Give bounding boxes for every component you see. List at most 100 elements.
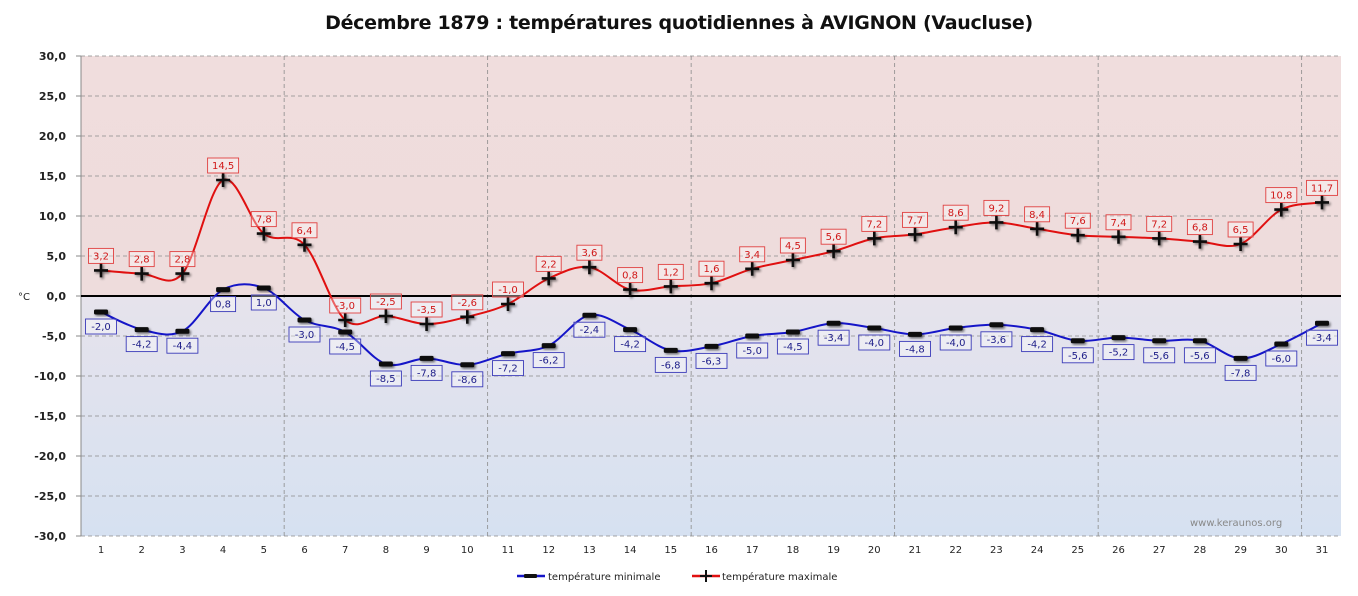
marker-min <box>378 361 393 367</box>
data-label-text: -3,6 <box>987 335 1007 346</box>
data-label-text: -3,4 <box>824 333 844 344</box>
data-label-text: 6,4 <box>297 226 313 237</box>
marker-max <box>1111 229 1126 244</box>
marker-min <box>623 327 638 333</box>
chart-title: Décembre 1879 : températures quotidienne… <box>325 12 1033 34</box>
x-tick-label: 3 <box>179 545 185 556</box>
axes <box>76 55 1341 537</box>
data-label-text: -2,4 <box>580 325 600 336</box>
data-label-text: -4,8 <box>905 344 925 355</box>
data-label-min: -4,8 <box>899 340 931 357</box>
marker-max <box>94 263 108 278</box>
data-label-text: -5,6 <box>1149 351 1169 362</box>
legend-marker-dash-icon <box>524 574 537 578</box>
data-label-min: -4,5 <box>329 338 362 355</box>
data-label-box <box>776 338 809 355</box>
data-label-box <box>573 321 606 338</box>
x-tick-label: 14 <box>624 545 637 556</box>
x-tick-label: 19 <box>827 545 840 556</box>
marker-max <box>1152 231 1167 246</box>
y-tick-label: -10,0 <box>34 370 66 383</box>
data-label-text: -3,4 <box>1312 333 1332 344</box>
data-label-box <box>492 281 524 298</box>
data-label-text: 4,5 <box>785 241 801 252</box>
marker-min <box>256 285 271 291</box>
data-label-text: 1,0 <box>256 298 272 309</box>
data-label-min: -6,3 <box>695 352 728 369</box>
marker-min <box>216 287 231 293</box>
data-label-box <box>899 340 931 357</box>
data-label-min: -4,4 <box>166 337 199 354</box>
marker-max <box>1274 202 1289 217</box>
data-label-text: 7,6 <box>1070 216 1086 227</box>
data-label-box <box>858 334 891 351</box>
marker-min <box>501 351 515 357</box>
marker-max <box>623 282 638 297</box>
data-label-box <box>410 364 443 381</box>
data-label-max: 11,7 <box>1306 179 1338 196</box>
data-label-min: -4,5 <box>776 338 809 355</box>
x-tick-label: 20 <box>868 545 881 556</box>
marker-min <box>1233 355 1248 361</box>
data-label-min: -2,0 <box>85 318 117 335</box>
marker-max <box>541 271 556 286</box>
marker-max <box>460 309 475 324</box>
data-label-min: -5,6 <box>1183 347 1216 364</box>
marker-min <box>1111 335 1126 341</box>
data-label-max: 1,2 <box>657 263 684 280</box>
data-label-box <box>291 222 318 239</box>
data-label-box <box>576 244 603 261</box>
x-tick-label: 30 <box>1275 545 1288 556</box>
data-label-box <box>939 334 972 351</box>
data-label-box <box>532 352 565 369</box>
y-ticks: 30,0 25,0 20,0 15,0 10,0 5,0 0,0 -5,0 -10,0 -15,0… <box>34 50 66 543</box>
data-label-box <box>207 157 240 174</box>
y-tick-label: 25,0 <box>39 90 66 103</box>
data-label-min: -5,2 <box>1102 344 1135 361</box>
data-label-box <box>736 342 769 359</box>
data-label-max: 8,6 <box>942 204 969 221</box>
data-label-text: -5,6 <box>1068 351 1088 362</box>
legend-label-min: température minimale <box>548 571 660 583</box>
y-tick-label: 15,0 <box>39 170 66 183</box>
data-label-box <box>617 267 644 284</box>
x-tick-label: 15 <box>664 545 677 556</box>
marker-max <box>175 266 190 281</box>
x-tick-label: 29 <box>1234 545 1247 556</box>
watermark: www.keraunos.org <box>1190 518 1282 529</box>
data-label-text: 8,4 <box>1029 210 1045 221</box>
data-label-box <box>329 297 362 314</box>
data-label-box <box>1061 347 1094 364</box>
data-label-box <box>369 293 402 310</box>
marker-max <box>1192 234 1207 249</box>
x-tick-label: 23 <box>990 545 1003 556</box>
data-label-text: -8,5 <box>376 374 396 385</box>
data-label-max: 7,2 <box>1146 215 1173 232</box>
marker-min <box>989 322 1004 328</box>
marker-min <box>541 343 556 349</box>
marker-min <box>419 355 434 361</box>
x-tick-label: 13 <box>583 545 596 556</box>
data-label-min: -2,4 <box>573 321 606 338</box>
data-label-text: -3,0 <box>335 301 355 312</box>
data-label-text: 10,8 <box>1270 191 1292 202</box>
data-label-text: 6,5 <box>1233 225 1249 236</box>
data-label-box <box>369 370 402 387</box>
data-label-text: -4,5 <box>335 342 355 353</box>
data-label-box <box>1146 215 1173 232</box>
data-label-min: 0,8 <box>210 296 237 313</box>
data-label-max: 2,8 <box>169 251 196 268</box>
data-label-text: -6,8 <box>661 360 681 371</box>
data-label-text: 2,8 <box>174 255 190 266</box>
data-label-text: 8,6 <box>948 208 964 219</box>
data-label-text: -6,3 <box>702 356 722 367</box>
data-label-text: 11,7 <box>1311 183 1333 194</box>
data-label-max: -1,0 <box>492 281 524 298</box>
data-label-max: 3,2 <box>88 247 114 264</box>
data-label-text: -7,8 <box>417 368 437 379</box>
data-label-box <box>85 318 117 335</box>
marker-min <box>1070 338 1085 344</box>
data-label-text: -2,0 <box>91 322 111 333</box>
legend-item-max: température maximale <box>692 570 837 583</box>
